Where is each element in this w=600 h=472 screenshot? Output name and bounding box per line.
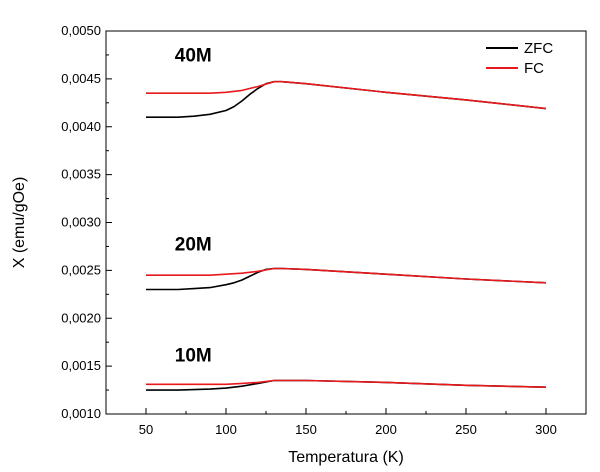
x-tick-label: 100: [215, 422, 237, 437]
annotation-layer: 40M 20M 10M: [175, 46, 212, 367]
annotation-20m: 20M: [175, 234, 212, 255]
y-tick-label: 0,0030: [61, 215, 101, 230]
x-tick-label: 200: [375, 422, 397, 437]
x-tick-label: 300: [535, 422, 557, 437]
annotation-10m: 10M: [175, 345, 212, 366]
y-tick-label: 0,0025: [61, 262, 101, 277]
y-tick-label: 0,0035: [61, 167, 101, 182]
x-tick-label: 150: [295, 422, 317, 437]
y-tick-label: 0,0045: [61, 71, 101, 86]
y-tick-label: 0,0015: [61, 358, 101, 373]
axis-ticks: 50 100 150 200 250 300 0,0010 0,0015 0,0020 0,002…: [61, 23, 557, 437]
series-zfc-40m: [146, 80, 547, 118]
legend-label-fc: FC: [524, 60, 544, 77]
y-tick-label: 0,0020: [61, 310, 101, 325]
series-layer: [146, 80, 547, 391]
annotation-40m: 40M: [175, 46, 212, 67]
series-fc-20m: [146, 267, 547, 284]
series-fc-10m: [146, 379, 547, 388]
y-tick-label: 0,0050: [61, 23, 101, 38]
y-tick-label: 0,0040: [61, 119, 101, 134]
y-axis-title: X (emu/gOe): [11, 177, 28, 269]
x-tick-label: 250: [455, 422, 477, 437]
y-tick-label: 0,0010: [61, 406, 101, 421]
legend-label-zfc: ZFC: [524, 40, 553, 57]
legend: ZFC FC: [486, 40, 553, 77]
x-tick-label: 50: [139, 422, 153, 437]
x-axis-title: Temperatura (K): [288, 449, 404, 466]
series-fc-40m: [146, 80, 547, 110]
